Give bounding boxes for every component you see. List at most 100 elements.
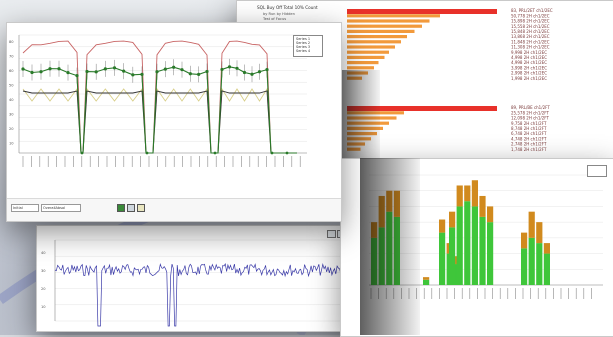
y-tick-label: 50 [9, 84, 14, 88]
data-point [75, 73, 79, 78]
bar-green-segment [528, 237, 535, 285]
group2-label: 6,748 2H ch1/2FT [511, 131, 547, 136]
bar-orange-segment [464, 185, 471, 202]
group1-bar [347, 14, 440, 18]
data-point [213, 151, 217, 155]
data-point [21, 67, 25, 71]
bottom-left-line-chart-window[interactable]: 40 30 20 10 [36, 225, 366, 332]
legend-item-2: Series 2 [296, 41, 311, 45]
chart-footer-bar: Initial OverallAbsol [7, 198, 341, 221]
bar-orange-segment [439, 219, 446, 233]
bar-green-segment [521, 248, 528, 285]
chart-toolbar-button-1[interactable] [327, 230, 336, 238]
group1-label: 2,998 2H ch1/2EC [511, 71, 547, 76]
chart-subtitle: by Run by Hidden [263, 12, 295, 16]
bar-orange-segment [449, 211, 456, 228]
y-tick-label: 40 [41, 251, 46, 255]
bar-orange-segment [423, 277, 430, 280]
group1-bar [347, 55, 385, 59]
group1-label: 1,998 2H ch1/2EC [511, 76, 547, 81]
data-point [172, 65, 176, 69]
group1-bar [347, 24, 422, 28]
bar-green-segment [543, 253, 550, 285]
group1-bar [347, 19, 430, 23]
y-tick-label: 60 [9, 69, 14, 73]
group2-label: 12,098 2H ch1/2FT [511, 116, 549, 121]
data-point [112, 66, 117, 70]
group1-label: 13,868 2H ch1/2EC [511, 34, 550, 39]
bar-green-segment [471, 206, 478, 285]
group1-label: 11,848 2H ch1/2EC [511, 39, 550, 44]
data-point [270, 151, 274, 155]
group1-bar [347, 45, 395, 49]
bar-green-segment [479, 216, 486, 285]
y-tick-label: 20 [41, 287, 46, 291]
group1-bar [347, 29, 415, 33]
y-tick-label: 70 [9, 55, 14, 59]
group1-bar [347, 50, 389, 54]
data-point [66, 71, 70, 75]
data-point [227, 65, 232, 69]
group2-label: 1,748 2H ch1/2FT [511, 147, 547, 152]
data-point [30, 70, 34, 75]
data-point [48, 67, 52, 71]
to-field[interactable]: OverallAbsol [41, 204, 81, 212]
export-icon[interactable] [137, 204, 145, 212]
bar-green-segment [456, 206, 463, 285]
data-point [103, 67, 107, 71]
apply-icon[interactable] [117, 204, 125, 212]
group2-label: 9,758 2H ch1/2FT [511, 121, 547, 126]
y-tick-label: 30 [9, 113, 14, 117]
bar-green-segment [487, 222, 494, 285]
group1-bar [347, 35, 407, 39]
noise-line-chart: 40 30 20 10 [41, 239, 355, 327]
bar-orange-segment [479, 195, 486, 217]
data-point [39, 70, 43, 74]
group2-label: 89, PRL/BE ch1/2FT [511, 105, 550, 110]
bar-green-segment [423, 279, 430, 285]
data-point [235, 66, 239, 70]
data-point [285, 151, 289, 155]
group1-bar [347, 9, 497, 14]
group1-label: 9,998 2H ch1/2EC [511, 50, 547, 55]
y-tick-label: 30 [41, 269, 46, 273]
refresh-icon[interactable] [127, 204, 135, 212]
bar-green-segment [439, 232, 446, 285]
data-point [155, 70, 159, 74]
data-point [80, 151, 84, 155]
bar-green-segment [536, 243, 543, 285]
legend-item-1: Series 1 [296, 37, 311, 41]
data-point [57, 67, 61, 71]
main-line-chart-window[interactable]: 80 70 60 50 40 30 20 10 Series 1 Series 2 Serie… [6, 22, 342, 222]
group1-bar [347, 66, 374, 70]
group1-label: 83, PRL/2ET ch1/2EC [511, 8, 553, 13]
legend-box [587, 165, 607, 177]
data-point [131, 73, 135, 77]
chart-subtitle-2: Test of Focus [262, 17, 286, 21]
from-field[interactable]: Initial [11, 204, 39, 212]
data-point [197, 72, 201, 76]
group1-label: 15,558 2H ch1/2EC [511, 24, 550, 29]
bar-orange-segment [521, 232, 528, 249]
group1-bar [347, 40, 401, 44]
chart-legend: Series 1 Series 2 Series 3 Series 4 [293, 35, 323, 57]
series-line [54, 263, 355, 327]
data-point [180, 68, 184, 72]
data-point [85, 69, 89, 74]
group2-label: 2,748 2H ch1/2FT [511, 142, 547, 147]
legend-item-3: Series 3 [296, 45, 311, 49]
group2-bar [347, 106, 497, 111]
y-tick-label: 80 [9, 40, 14, 44]
data-point [140, 72, 144, 76]
data-point [265, 68, 269, 72]
bar-orange-segment [536, 222, 543, 244]
group2-label: 8,748 2H ch1/2FT [511, 126, 547, 131]
group1-label: 50,778 2H ch1/2EC [511, 13, 550, 18]
group2-label: 4,748 2H ch1/2FT [511, 136, 547, 141]
group1-label: 15,848 2H ch1/2EC [511, 29, 550, 34]
data-point [94, 70, 98, 74]
data-point [145, 151, 149, 155]
group1-label: 4,998 2H ch1/2EC [511, 60, 547, 65]
data-point [242, 70, 247, 75]
window-shadow-2 [360, 158, 420, 335]
